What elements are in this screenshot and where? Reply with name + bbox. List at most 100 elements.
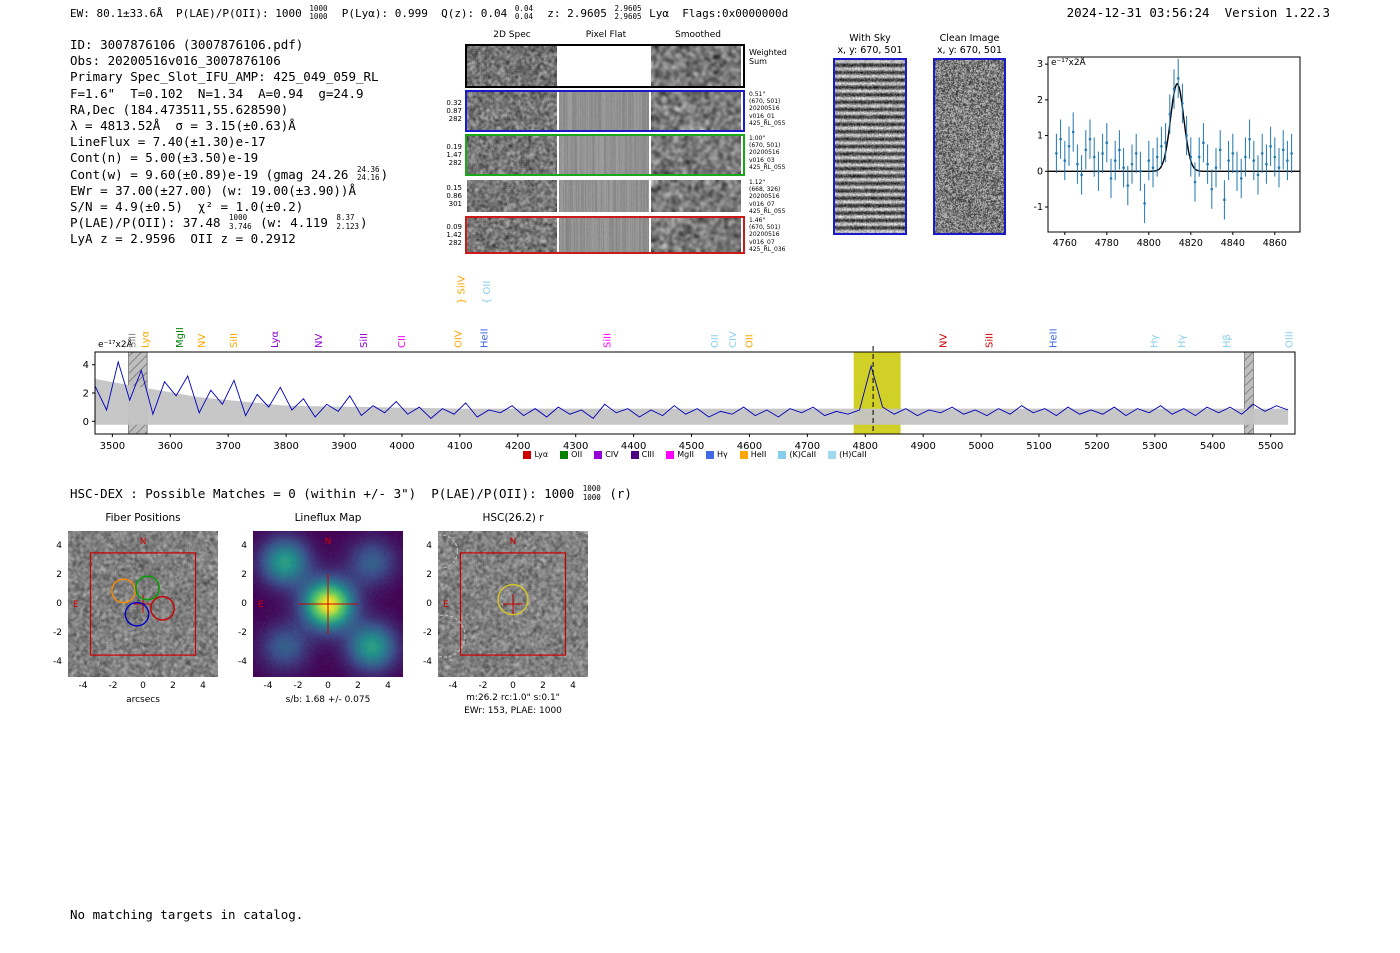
pixel-flat-cutout: [559, 92, 649, 130]
tick-label: 2: [355, 681, 361, 691]
svg-text:3600: 3600: [158, 441, 183, 452]
hsc-cutout-overlay: NE: [438, 534, 567, 658]
info-line-plae: P(LAE)/P(OII): 37.48 1000 3.746 (w: 4.119…: [70, 213, 368, 231]
tick-label: -4: [238, 657, 247, 668]
info-line-wavelength: λ = 4813.52Å σ = 3.15(±0.63)Å: [70, 117, 296, 133]
legend-item: MgII: [666, 450, 694, 459]
weighted-sum-smoothed: [651, 46, 741, 86]
clean-title: Clean Image: [939, 33, 1000, 44]
svg-text:4840: 4840: [1221, 238, 1245, 248]
row-weights: 0.19 1.47 282: [446, 143, 462, 167]
svg-text:e⁻¹⁷x2Å: e⁻¹⁷x2Å: [1051, 56, 1087, 68]
legend-swatch: [705, 450, 714, 459]
svg-text:4820: 4820: [1179, 238, 1203, 248]
info-line-redshifts: LyA z = 2.9596 OII z = 0.2912: [70, 231, 296, 247]
pixel-flat-cutout: [559, 136, 649, 174]
row-weights: 0.32 0.87 282: [446, 99, 462, 123]
weighted-sum-2dspec: [467, 46, 557, 86]
tick-label: -2: [293, 681, 303, 691]
svg-text:4800: 4800: [1137, 238, 1161, 248]
tick-label: 0: [140, 681, 146, 691]
line-marker-label: Hγ: [1150, 334, 1161, 348]
fiber-xlabel: arcsecs: [126, 695, 160, 705]
tick-label: 2: [241, 569, 247, 580]
svg-text:4780: 4780: [1095, 238, 1119, 248]
info-line-ewr: EWr = 37.00(±27.00) (w: 19.00(±3.90))Å: [70, 182, 356, 198]
svg-text:1: 1: [1037, 131, 1043, 142]
svg-text:5400: 5400: [1200, 441, 1225, 452]
col-header-pixelflat: Pixel Flat: [585, 30, 627, 40]
hsc-xticks: -4 -2 0 2 4: [438, 681, 588, 691]
line-marker-label: SiII: [985, 333, 996, 348]
svg-text:0: 0: [1037, 166, 1043, 177]
svg-text:4000: 4000: [389, 441, 414, 452]
tick-label: 0: [510, 681, 516, 691]
footer-line-1: No matching targets in catalog.: [70, 907, 304, 922]
svg-text:0: 0: [83, 417, 89, 428]
spec2d-row: [465, 216, 745, 254]
smoothed-cutout: [651, 218, 741, 252]
weighted-sum-label: Weighted Sum: [749, 48, 787, 66]
svg-text:5300: 5300: [1142, 441, 1167, 452]
hsc-yticks: -4 -2 0 2 4: [412, 531, 434, 677]
tick-label: -4: [53, 657, 62, 668]
header-gap: [1210, 5, 1225, 20]
svg-text:5200: 5200: [1084, 441, 1109, 452]
legend-swatch: [594, 450, 603, 459]
line-marker-label: Hγ: [1177, 334, 1188, 348]
svg-text:4400: 4400: [621, 441, 646, 452]
svg-text:E: E: [443, 600, 449, 610]
hsc-dex-match-line: HSC-DEX : Possible Matches = 0 (within +…: [70, 484, 632, 502]
info-line-sn: S/N = 4.9(±0.5) χ² = 1.0(±0.2): [70, 198, 304, 214]
tick-label: 4: [426, 540, 432, 551]
legend-item: Lyα: [523, 450, 548, 459]
line-marker-label: NV: [938, 334, 949, 348]
tick-label: 4: [385, 681, 391, 691]
legend-label: MgII: [677, 450, 694, 459]
spectrum-legend: Lyα OII CIV CIII MgII Hγ HeII (K)CaII (H)CaII: [60, 450, 1330, 459]
svg-text:4200: 4200: [505, 441, 530, 452]
svg-text:4500: 4500: [679, 441, 704, 452]
line-marker-label: HeII: [480, 328, 491, 348]
line-marker-label: OII: [744, 334, 755, 348]
legend-label: Lyα: [534, 450, 549, 459]
legend-item: CIV: [594, 450, 619, 459]
tick-label: -4: [78, 681, 88, 691]
info-line-seeing: F=1.6" T=0.102 N=1.34 A=0.94 g=24.9: [70, 85, 364, 101]
svg-text:N: N: [325, 537, 332, 547]
tick-label: -4: [263, 681, 273, 691]
row-annotations: 1.46" (670, 501) 20200516 v016_07 425_RL_036: [749, 217, 786, 253]
legend-swatch: [523, 450, 532, 459]
col-header-2dspec: 2D Spec: [493, 30, 531, 40]
lineflux-map-overlay: NE: [258, 537, 358, 634]
info-line-id: ID: 3007876106 (3007876106.pdf): [70, 37, 304, 52]
svg-text:4800: 4800: [853, 441, 878, 452]
svg-text:4300: 4300: [563, 441, 588, 452]
spec2d-row: [465, 90, 745, 132]
svg-text:2: 2: [83, 389, 89, 400]
legend-swatch: [630, 450, 639, 459]
svg-text:4700: 4700: [795, 441, 820, 452]
pixel-flat-cutout: [559, 180, 649, 212]
legend-label: OII: [571, 450, 583, 459]
stacked-fraction: 1000 1000: [309, 4, 328, 22]
legend-swatch: [666, 450, 675, 459]
svg-text:4100: 4100: [447, 441, 472, 452]
legend-swatch: [739, 450, 748, 459]
svg-text:E: E: [258, 600, 264, 610]
line-marker-label: Hβ: [1222, 334, 1233, 348]
row-annotations: 1.00" (670, 501) 20200516 v016_03 425_RL_055: [749, 135, 786, 171]
fiber-positions-overlay: NE: [73, 537, 197, 656]
legend-label: HeII: [750, 450, 767, 459]
info-line-lineflux: LineFlux = 7.40(±1.30)e-17: [70, 134, 266, 150]
line-marker-label: MgII: [175, 327, 186, 348]
version-label: Version 1.22.3: [1224, 5, 1330, 20]
line-marker-label: OIII: [1285, 331, 1296, 348]
full-spectrum-chart: 3500 3600 3700 3800 3900 4000 4100 4200 4300 4400…: [83, 275, 1296, 452]
stacked-fraction: 8.37 2.123: [336, 213, 359, 231]
withsky-coords: x, y: 670, 501: [837, 45, 903, 56]
clean-image-frame: [933, 58, 1006, 235]
tick-label: 0: [241, 599, 247, 609]
line-marker-label: Lyα: [270, 330, 281, 348]
tick-label: 4: [56, 540, 62, 551]
